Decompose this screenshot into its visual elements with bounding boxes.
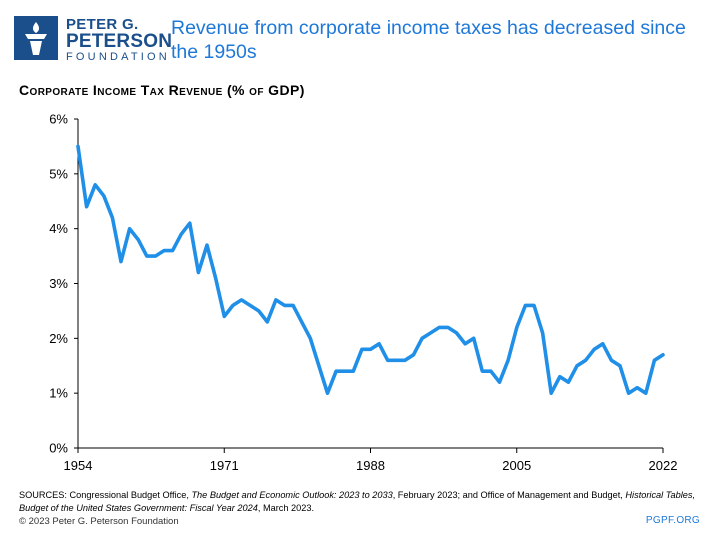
torch-logo-icon <box>14 16 58 60</box>
y-tick-label: 6% <box>49 112 68 127</box>
x-tick-label: 1954 <box>64 458 93 473</box>
y-tick-label: 4% <box>49 221 68 236</box>
headline: Revenue from corporate income taxes has … <box>171 17 686 63</box>
sources-title-2: Historical Tables, Budget of the United … <box>19 490 696 513</box>
sources-note: SOURCES: Congressional Budget Office, Th… <box>19 489 709 514</box>
y-tick-label: 5% <box>49 166 68 181</box>
copyright: © 2023 Peter G. Peterson Foundation <box>19 516 179 527</box>
logo-line2: PETERSON <box>66 31 173 52</box>
sources-text-1: SOURCES: Congressional Budget Office, <box>19 490 192 500</box>
pgpf-logo: PETER G. PETERSON FOUNDATION <box>14 14 172 63</box>
site-link[interactable]: PGPF.ORG <box>645 515 700 526</box>
y-axis: 0% 1% 2% 3% 4% 5% 6% <box>49 112 79 456</box>
x-tick-label: 2022 <box>649 458 678 473</box>
logo-line3: FOUNDATION <box>66 51 170 63</box>
x-axis: 1954 1971 1988 2005 2022 <box>64 447 678 473</box>
logo-line1: PETER G. <box>66 16 139 33</box>
sources-text-3: , March 2023. <box>257 502 315 513</box>
y-tick-label: 1% <box>49 386 68 401</box>
x-tick-label: 1971 <box>210 458 239 473</box>
x-tick-label: 2005 <box>502 458 531 473</box>
y-tick-label: 2% <box>49 331 68 346</box>
line-chart: 0% 1% 2% 3% 4% 5% 6% 1954 1971 1988 2005 2022 <box>49 112 678 474</box>
sources-title-1: The Budget and Economic Outlook: 2023 to… <box>191 490 393 500</box>
y-tick-label: 3% <box>49 276 68 291</box>
y-tick-label: 0% <box>49 441 68 456</box>
series-layer <box>76 144 665 396</box>
chart-title: Corporate Income Tax Revenue (% of GDP) <box>19 82 305 98</box>
series-line <box>76 144 665 396</box>
sources-text-2: , February 2023; and Office of Managemen… <box>392 490 626 500</box>
x-tick-label: 1988 <box>356 458 385 473</box>
